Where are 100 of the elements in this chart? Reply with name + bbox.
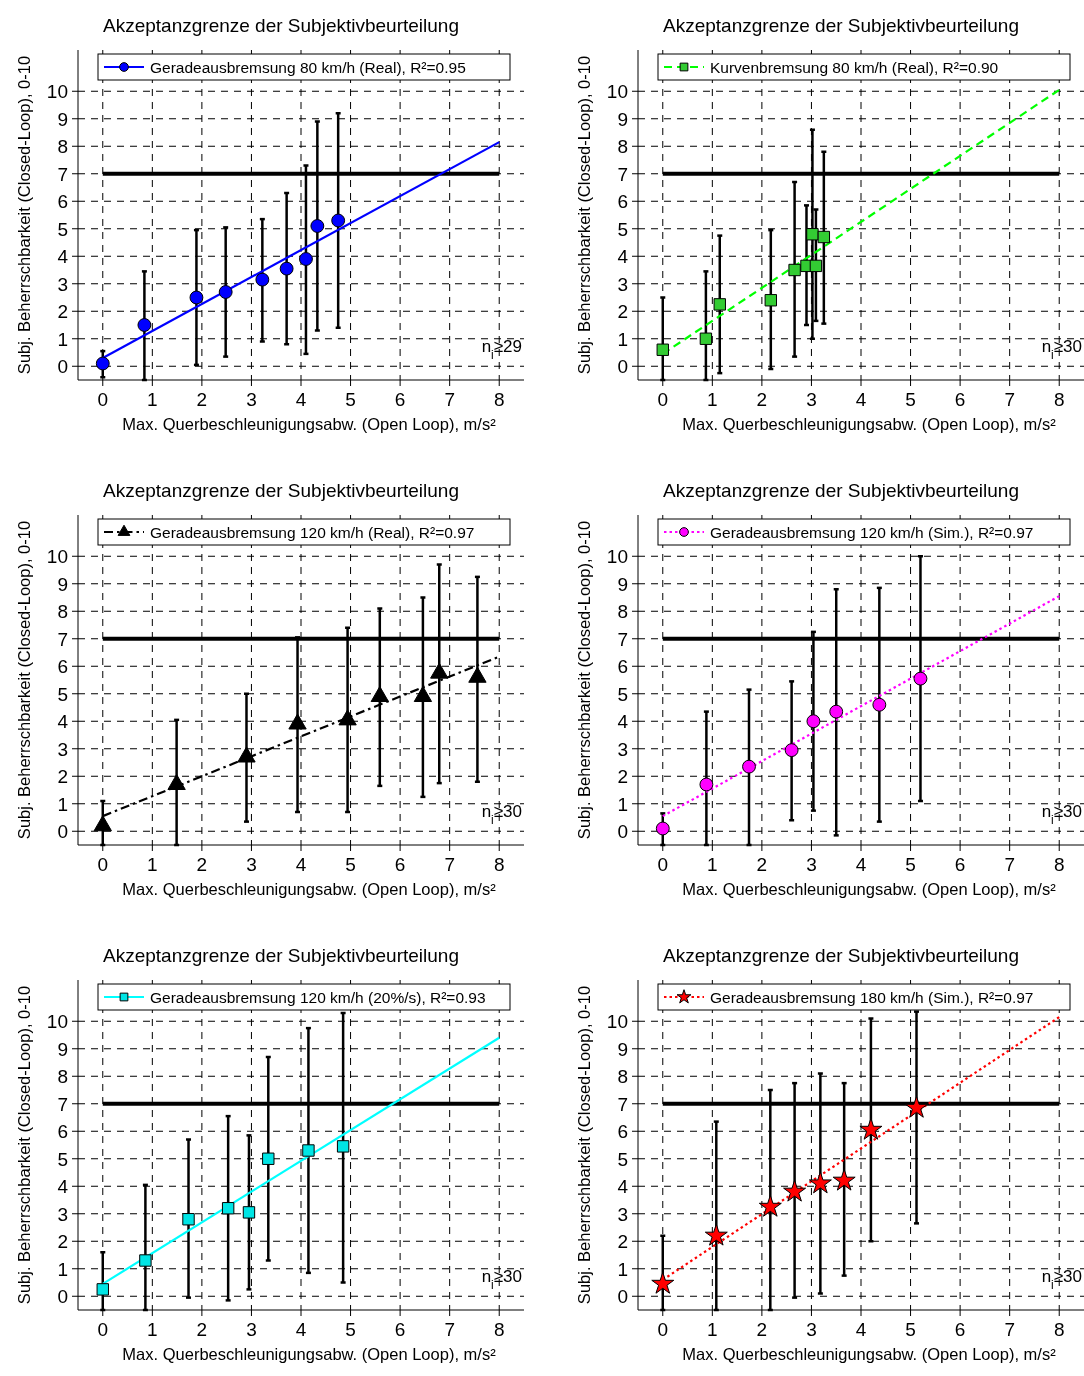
y-tick-label: 5 [57,683,68,705]
x-tick-label: 4 [855,389,867,410]
x-tick-label: 8 [493,854,505,875]
x-axis-title: Max. Querbeschleunigungsabw. (Open Loop), m/s² [122,880,497,898]
x-tick-label: 4 [295,389,307,410]
legend-label: Geradeausbremsung 120 km/h (Real), R²=0.97 [150,524,475,541]
y-tick-label: 10 [46,1011,68,1033]
y-tick-label: 2 [617,1231,628,1253]
y-tick-label: 6 [617,1121,628,1143]
x-tick-label: 7 [444,854,455,875]
point [302,1144,315,1157]
annotation: n$_{i}$≥30 [1041,1267,1082,1292]
x-tick-label: 2 [196,389,208,410]
chart-title: Akzeptanzgrenze der Subjektivbeurteilung [103,480,459,501]
y-axis-title: Subj. Beherrschbarkeit (Closed-Loop), 0-10 [575,520,593,840]
y-tick-label: 9 [617,1038,628,1060]
x-tick-label: 4 [295,1319,307,1340]
y-axis-title: Subj. Beherrschbarkeit (Closed-Loop), 0-10 [575,55,593,375]
y-tick-label: 7 [617,163,628,185]
y-tick-label: 4 [57,246,69,268]
y-tick-label: 6 [57,191,68,213]
point [139,1254,152,1267]
x-tick-label: 4 [295,854,307,875]
x-tick-label: 0 [657,389,669,410]
y-tick-label: 4 [617,246,629,268]
y-tick-label: 2 [57,766,68,788]
x-tick-label: 5 [345,389,356,410]
y-tick-label: 8 [57,136,68,158]
y-tick-label: 6 [57,1121,68,1143]
y-tick-label: 8 [57,1066,68,1088]
point [905,1095,928,1118]
x-tick-label: 6 [394,854,406,875]
y-tick-label: 0 [617,1286,628,1308]
point [806,228,819,241]
x-tick-label: 6 [954,854,966,875]
point [699,777,714,792]
point [656,343,669,356]
y-tick-label: 1 [617,328,628,350]
point [182,1213,195,1226]
point [331,213,346,228]
y-tick-label: 6 [617,656,628,678]
x-tick-label: 3 [806,389,817,410]
y-axis-title: Subj. Beherrschbarkeit (Closed-Loop), 0-10 [15,520,33,840]
y-tick-label: 10 [46,81,68,103]
point [808,1171,832,1194]
point [806,714,821,729]
y-tick-label: 5 [57,1148,68,1170]
x-tick-label: 0 [657,1319,669,1340]
point [655,821,670,836]
point [784,743,799,758]
point [783,1179,807,1202]
y-tick-label: 4 [57,711,69,733]
point [242,1206,256,1219]
x-tick-label: 5 [345,854,356,875]
legend-label: Kurvenbremsung 80 km/h (Real), R²=0.90 [710,59,999,76]
point [413,686,433,702]
x-tick-label: 6 [954,1319,966,1340]
point [221,1202,235,1215]
chart-title: Akzeptanzgrenze der Subjektivbeurteilung [663,15,1019,36]
point [189,290,204,305]
point [255,272,270,287]
y-axis-title: Subj. Beherrschbarkeit (Closed-Loop), 0-10 [15,985,33,1305]
legend-label: Geradeausbremsung 120 km/h (20%/s), R²=0.93 [150,989,486,1006]
y-tick-label: 6 [57,656,68,678]
y-tick-label: 7 [57,1093,68,1115]
y-tick-label: 5 [57,218,68,240]
y-tick-label: 0 [57,821,68,843]
point [336,1140,350,1153]
x-tick-label: 7 [1004,389,1015,410]
y-tick-label: 8 [617,601,628,623]
y-tick-label: 5 [617,218,628,240]
point [809,259,823,273]
x-tick-label: 8 [1053,389,1065,410]
chart-title: Akzeptanzgrenze der Subjektivbeurteilung [663,480,1019,501]
y-tick-label: 1 [57,793,68,815]
point [758,1194,782,1217]
point [299,252,313,266]
y-tick-label: 3 [57,273,68,295]
point [237,746,256,763]
x-tick-label: 2 [196,854,208,875]
point [137,318,152,332]
x-tick-label: 2 [756,854,768,875]
y-tick-label: 9 [57,573,68,595]
y-tick-label: 0 [617,821,628,843]
x-tick-label: 5 [905,389,916,410]
x-tick-label: 1 [147,389,158,410]
x-tick-label: 6 [394,1319,406,1340]
annotation: n$_{i}$≥30 [481,1267,522,1292]
x-tick-label: 3 [246,854,257,875]
annotation: n$_{i}$≥30 [481,802,522,827]
point [370,686,389,702]
y-tick-label: 5 [617,683,628,705]
point [764,294,778,307]
x-tick-label: 2 [756,1319,768,1340]
y-tick-label: 3 [617,1203,628,1225]
legend-label: Geradeausbremsung 180 km/h (Sim.), R²=0.97 [710,989,1034,1006]
y-tick-label: 2 [617,766,628,788]
y-tick-label: 5 [617,1148,628,1170]
x-tick-label: 1 [707,854,718,875]
y-tick-label: 4 [617,711,629,733]
